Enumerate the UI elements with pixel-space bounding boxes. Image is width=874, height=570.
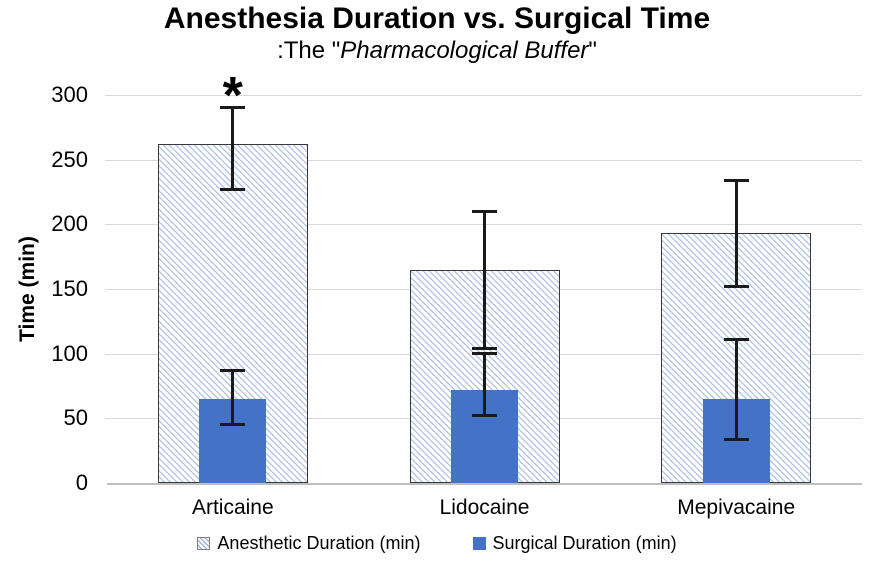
chart-title: Anesthesia Duration vs. Surgical Time [163, 2, 711, 35]
subtitle-suffix: " [588, 37, 597, 64]
y-tick-label-0: 0 [75, 470, 88, 495]
error-bar-anesthetic-mepivacaine-cap-bottom [723, 284, 749, 288]
legend-label-surgical: Surgical Duration (min) [492, 533, 677, 553]
chart-subtitle: :The "Pharmacological Buffer" [0, 37, 874, 65]
error-bar-surgical-lidocaine-line [483, 353, 486, 416]
error-bar-surgical-mepivacaine-cap-bottom [723, 437, 749, 441]
legend-item-anesthetic: Anesthetic Duration (min) [197, 533, 421, 554]
legend-label-anesthetic: Anesthetic Duration (min) [217, 533, 421, 553]
error-bar-anesthetic-articaine-cap-bottom [220, 187, 246, 191]
category-label-mepivacaine: Mepivacaine [677, 496, 796, 519]
error-bar-anesthetic-lidocaine-line [483, 211, 486, 349]
error-bar-surgical-articaine-cap-bottom [220, 423, 246, 427]
error-bar-anesthetic-articaine-cap-top [220, 106, 246, 110]
legend: Anesthetic Duration (min) Surgical Durat… [0, 533, 874, 554]
anesthetic-swatch-icon [197, 537, 211, 550]
gridline-300 [105, 95, 862, 96]
y-tick-label-100: 100 [51, 340, 88, 366]
error-bar-surgical-articaine-cap-top [220, 369, 246, 372]
y-tick-label-150: 150 [51, 276, 88, 301]
y-tick-label-200: 200 [51, 211, 88, 237]
y-tick-label-300: 300 [51, 82, 88, 107]
error-bar-anesthetic-lidocaine-cap-bottom [472, 347, 497, 350]
error-bar-surgical-lidocaine-cap-top [472, 352, 497, 356]
y-tick-label-50: 50 [63, 405, 88, 431]
error-bar-surgical-lidocaine-cap-bottom [472, 414, 497, 418]
subtitle-italic-text: Pharmacological Buffer [340, 37, 589, 64]
legend-item-surgical: Surgical Duration (min) [472, 533, 677, 554]
significance-marker-articaine: * [222, 66, 243, 125]
surgical-swatch-icon [472, 537, 486, 550]
category-label-lidocaine: Lidocaine [439, 496, 530, 519]
error-bar-surgical-mepivacaine-line [734, 339, 738, 439]
subtitle-prefix: :The " [277, 37, 341, 64]
error-bar-anesthetic-articaine-line [231, 107, 235, 190]
error-bar-surgical-mepivacaine-cap-top [723, 337, 749, 341]
error-bar-surgical-articaine-line [231, 370, 235, 425]
plot-area: * [105, 70, 862, 485]
y-tick-label-250: 250 [51, 146, 88, 172]
category-label-articaine: Articaine [191, 496, 274, 519]
gridline-250 [105, 159, 862, 161]
error-bar-anesthetic-mepivacaine-cap-top [723, 178, 749, 182]
error-bar-anesthetic-lidocaine-cap-top [472, 209, 497, 213]
error-bar-anesthetic-mepivacaine-line [734, 180, 738, 287]
